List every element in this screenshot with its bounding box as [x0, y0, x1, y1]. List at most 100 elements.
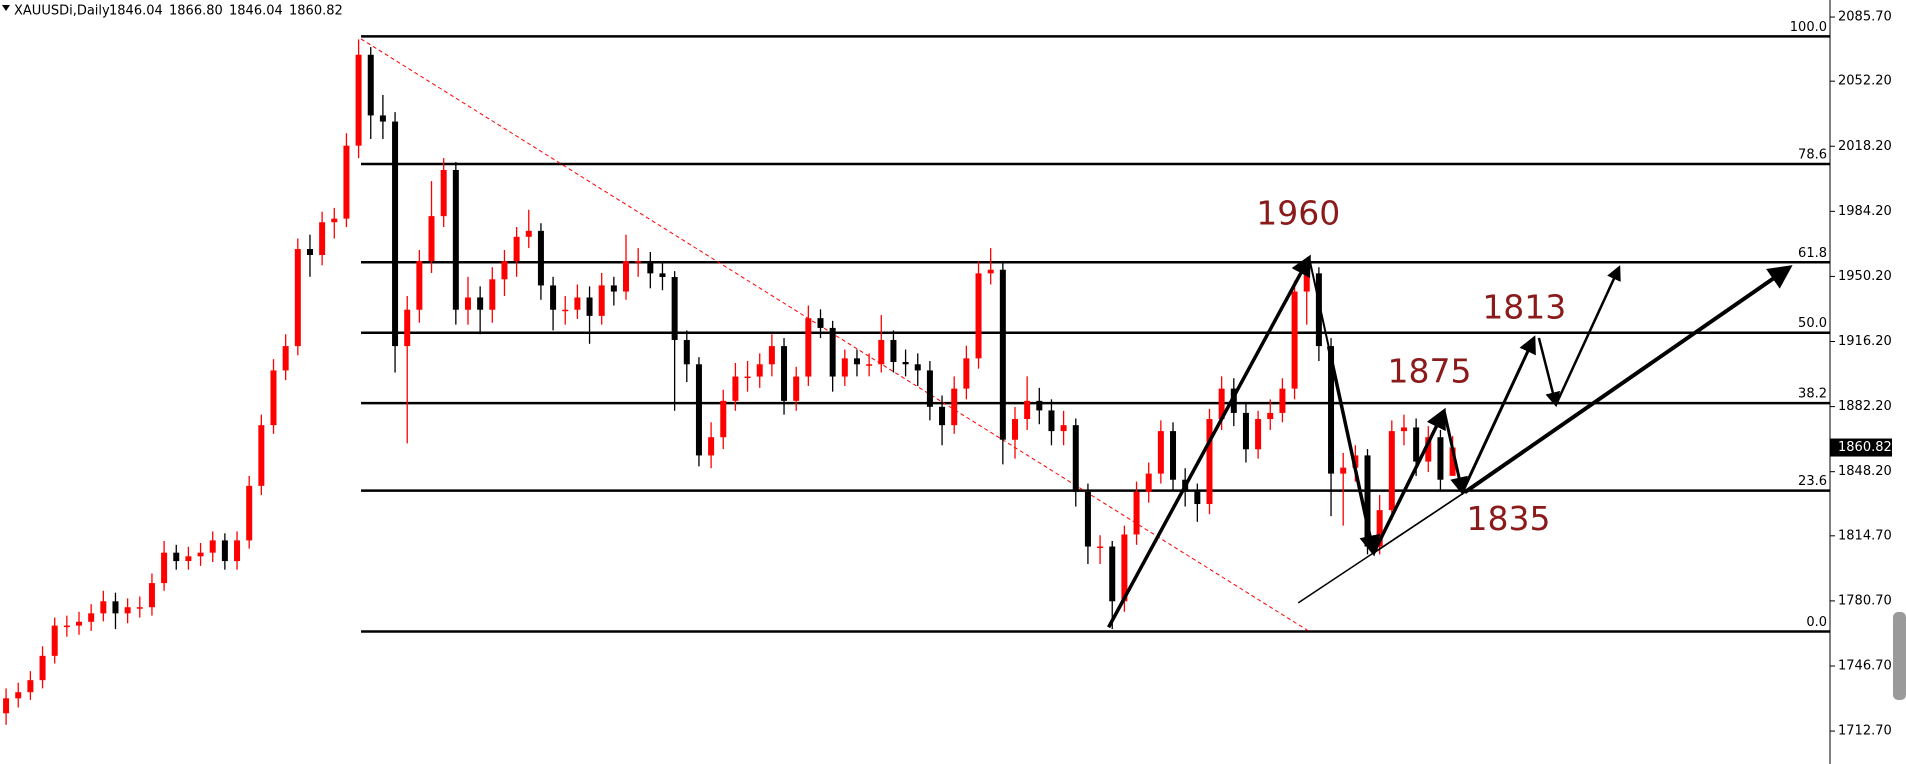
- y-tick-label: 2018.20: [1838, 139, 1892, 154]
- candle-body: [319, 222, 326, 255]
- forecast-arrow: [1554, 265, 1621, 406]
- candle-body: [513, 236, 520, 262]
- candle-body: [440, 169, 447, 217]
- candle-body: [27, 680, 34, 693]
- candle-body: [209, 540, 216, 553]
- candle-body: [1097, 546, 1104, 549]
- candle-body: [1315, 273, 1322, 347]
- candle-body: [866, 364, 873, 366]
- candle-body: [1303, 273, 1310, 292]
- header-ohlc: 1866.80: [169, 4, 223, 19]
- candle-body: [331, 218, 338, 223]
- scroll-handle[interactable]: [1893, 612, 1906, 700]
- menu-triangle[interactable]: [2, 5, 10, 11]
- candle-body: [586, 297, 593, 316]
- candle-body: [477, 297, 484, 310]
- candle-body: [1364, 455, 1371, 547]
- candle-body: [39, 655, 46, 681]
- candle-body: [1328, 346, 1335, 474]
- candle-body: [1072, 425, 1079, 492]
- candle-body: [926, 370, 933, 407]
- candle-body: [853, 358, 860, 365]
- candle-body: [489, 279, 496, 310]
- candle-body: [88, 613, 95, 622]
- candle-body: [1267, 412, 1274, 420]
- candle-body: [1194, 491, 1201, 505]
- candle-body: [270, 370, 277, 426]
- candle-body: [51, 625, 58, 656]
- candle-body: [635, 261, 642, 263]
- candle-body: [1157, 431, 1164, 474]
- candle-body: [355, 54, 362, 146]
- candle-body: [1218, 388, 1225, 420]
- fib-label: 100.0: [1790, 20, 1827, 35]
- candle-body: [695, 364, 702, 456]
- candle-body: [878, 339, 885, 365]
- y-tick-label: 1814.70: [1838, 528, 1892, 543]
- candle-body: [76, 621, 83, 626]
- fib-label: 78.6: [1798, 148, 1827, 163]
- candle-body: [574, 297, 581, 310]
- forecast-arrow: [1537, 337, 1561, 408]
- fib-label: 61.8: [1798, 246, 1827, 261]
- candle-body: [1376, 510, 1383, 547]
- candle-body: [1279, 388, 1286, 413]
- candle-body: [1413, 427, 1420, 462]
- candle-body: [173, 552, 180, 562]
- y-tick-label: 2085.70: [1838, 10, 1892, 25]
- forecast-arrow: [1460, 335, 1536, 493]
- candle-body: [1036, 400, 1043, 411]
- plot: [3, 39, 1456, 725]
- candle-body: [939, 406, 946, 426]
- candle-body: [197, 552, 204, 557]
- candle-body: [1242, 412, 1249, 450]
- candle-body: [100, 601, 107, 614]
- candle-body: [1048, 410, 1055, 432]
- header-ohlc: 1860.82: [289, 4, 343, 19]
- candle-body: [63, 625, 70, 628]
- candle-body: [3, 698, 10, 714]
- forecast-arrow: [1373, 491, 1466, 554]
- candle-body: [1121, 534, 1128, 602]
- candle-body: [1400, 427, 1407, 432]
- y-tick-label: 1712.70: [1838, 724, 1892, 739]
- candle-body: [732, 376, 739, 401]
- candle-body: [1170, 431, 1177, 480]
- candle-body: [1060, 425, 1067, 432]
- candle-body: [1084, 491, 1091, 547]
- candle-body: [720, 400, 727, 438]
- candle-body: [464, 297, 471, 310]
- candle-body: [416, 261, 423, 310]
- candle-body: [817, 318, 824, 328]
- price-annotation: 1813: [1482, 287, 1566, 326]
- candle-body: [1206, 419, 1213, 505]
- price-annotation: 1835: [1467, 499, 1551, 538]
- candle-body: [1230, 388, 1237, 413]
- header-ohlc: 1846.04: [109, 4, 163, 19]
- header-ohlc: 1846.04: [229, 4, 283, 19]
- candle-body: [708, 437, 715, 456]
- candle-body: [987, 269, 994, 274]
- y-tick-label: 1882.20: [1838, 399, 1892, 414]
- forecast-arrow: [1463, 265, 1793, 494]
- candle-body: [1011, 419, 1018, 440]
- candle-body: [282, 346, 289, 371]
- candle-body: [550, 285, 557, 310]
- candle-body: [562, 309, 569, 312]
- current-price-label: 1860.82: [1838, 440, 1892, 455]
- forecast-arrow: [1442, 410, 1468, 496]
- y-tick-label: 1746.70: [1838, 658, 1892, 673]
- candle-body: [1024, 400, 1031, 420]
- candle-body: [306, 249, 313, 255]
- candle-body: [659, 273, 666, 278]
- candle-body: [367, 54, 374, 116]
- fib-label: 23.6: [1798, 474, 1827, 489]
- forecast-arrow: [1308, 257, 1330, 347]
- candle-body: [999, 269, 1006, 440]
- candle-body: [902, 361, 909, 365]
- candle-body: [598, 285, 605, 316]
- overlay: 1860.82 1960 1875 1813 1835: [1107, 194, 1892, 629]
- candle-body: [379, 115, 386, 122]
- candle-body: [793, 376, 800, 401]
- candle-body: [15, 692, 22, 699]
